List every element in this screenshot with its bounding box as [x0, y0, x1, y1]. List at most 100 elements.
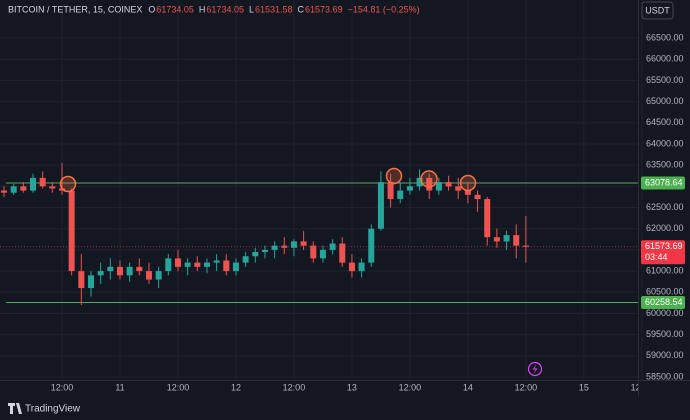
- candle-body: [455, 186, 462, 191]
- y-tick-label: 64000.00: [646, 138, 684, 148]
- last-price-label: 61573.69: [645, 241, 683, 251]
- candle-body: [155, 271, 162, 280]
- candle-body: [522, 245, 529, 247]
- x-tick-label: 12:00: [167, 382, 190, 392]
- brand-name: TradingView: [25, 404, 81, 415]
- y-tick-label: 66000.00: [646, 54, 684, 64]
- marker-circle: [420, 170, 438, 188]
- x-tick-label: 14: [463, 382, 473, 392]
- level-box: [641, 296, 685, 310]
- candle-body: [513, 235, 520, 246]
- footer: [0, 396, 690, 420]
- candle-body: [165, 258, 172, 272]
- candle-body: [406, 186, 413, 191]
- candle-body: [203, 262, 210, 267]
- candle-body: [484, 199, 491, 238]
- candle-body: [184, 262, 191, 267]
- candle-body: [213, 260, 220, 263]
- y-tick-label: 60000.00: [646, 308, 684, 318]
- candle-body: [39, 177, 46, 187]
- ohlc-label: H: [199, 4, 206, 14]
- lightning-glyph: [532, 364, 538, 374]
- candle-body: [339, 243, 346, 263]
- marker-circle: [385, 167, 403, 185]
- ohlc-value: 61734.05: [156, 4, 194, 14]
- candle-body: [136, 266, 143, 272]
- candle-body: [271, 245, 278, 250]
- candle-body: [416, 177, 423, 187]
- candle-body: [493, 237, 500, 242]
- candles: [1, 163, 529, 305]
- x-tick-label: 12:00: [515, 382, 538, 392]
- y-tick-label: 62500.00: [646, 202, 684, 212]
- candle-body: [387, 182, 394, 200]
- candle-body: [348, 262, 355, 272]
- ohlc-value: 61573.69: [305, 4, 343, 14]
- candle-body: [435, 182, 442, 191]
- level-label: 63078.64: [645, 177, 683, 187]
- candle-body: [290, 241, 297, 248]
- candle-body: [116, 266, 123, 276]
- y-tick-label: 58500.00: [646, 371, 684, 381]
- candle-body: [281, 245, 288, 248]
- candle-body: [145, 271, 152, 280]
- marker-circle: [459, 174, 477, 192]
- candle-body: [78, 271, 85, 289]
- y-tick-label: 65500.00: [646, 75, 684, 85]
- x-tick-label: 13: [347, 382, 357, 392]
- y-tick-label: 64500.00: [646, 117, 684, 127]
- candle-body: [358, 262, 365, 272]
- candle-body: [194, 262, 201, 267]
- y-tick-label: 66500.00: [646, 32, 684, 42]
- level-box: [641, 176, 685, 190]
- x-tick-label: 12:00: [283, 382, 306, 392]
- last-price-box: [641, 240, 685, 265]
- candle-body: [223, 260, 230, 272]
- candle-body: [126, 266, 133, 276]
- currency-label[interactable]: USDT: [645, 5, 670, 15]
- ohlc-label: C: [298, 4, 305, 14]
- level-label: 60258.54: [645, 297, 683, 307]
- candle-body: [474, 194, 481, 200]
- price-axis: 58500.00 59000.00 59500.00 60000.00 60500.00…: [641, 32, 685, 381]
- change: −154.81 (−0.25%): [348, 4, 420, 14]
- candle-body: [397, 190, 404, 200]
- brand-logo: [8, 403, 22, 414]
- ohlc-label: L: [249, 4, 254, 14]
- candle-body: [377, 182, 384, 229]
- candle-body: [68, 190, 75, 272]
- x-tick-label: 12:00: [631, 382, 654, 392]
- y-tick-label: 59000.00: [646, 350, 684, 360]
- y-tick-label: 61000.00: [646, 265, 684, 275]
- candle-body: [368, 228, 375, 263]
- candle-body: [174, 258, 181, 267]
- currency-button[interactable]: [641, 1, 674, 20]
- ohlc-label: O: [148, 4, 155, 14]
- symbol: BITCOIN / TETHER, 15, COINEX: [8, 4, 142, 14]
- candle-body: [503, 235, 510, 242]
- candle-body: [97, 271, 104, 276]
- candle-body: [242, 256, 249, 263]
- candle-body: [1, 190, 8, 193]
- marker-circle: [59, 175, 77, 193]
- candle-body: [445, 182, 452, 187]
- candle-body: [87, 275, 94, 289]
- x-tick-label: 12:00: [399, 382, 422, 392]
- candle-body: [20, 186, 27, 191]
- horizontal-lines: [0, 182, 638, 304]
- annotations: [59, 167, 477, 193]
- lightning-icon[interactable]: [527, 361, 543, 377]
- candle-body: [329, 243, 336, 250]
- x-tick-label: 11: [115, 382, 124, 392]
- time-axis: 12:00 11 12:00 12 12:00 13 12:00 14 12:00 15 12:00: [51, 382, 654, 392]
- candle-body: [310, 245, 317, 259]
- candle-body: [261, 249, 268, 253]
- candle-body: [300, 241, 307, 246]
- candle-body: [252, 252, 259, 257]
- grid: [0, 0, 643, 380]
- x-tick-label: 12: [231, 382, 241, 392]
- candle-body: [426, 177, 433, 191]
